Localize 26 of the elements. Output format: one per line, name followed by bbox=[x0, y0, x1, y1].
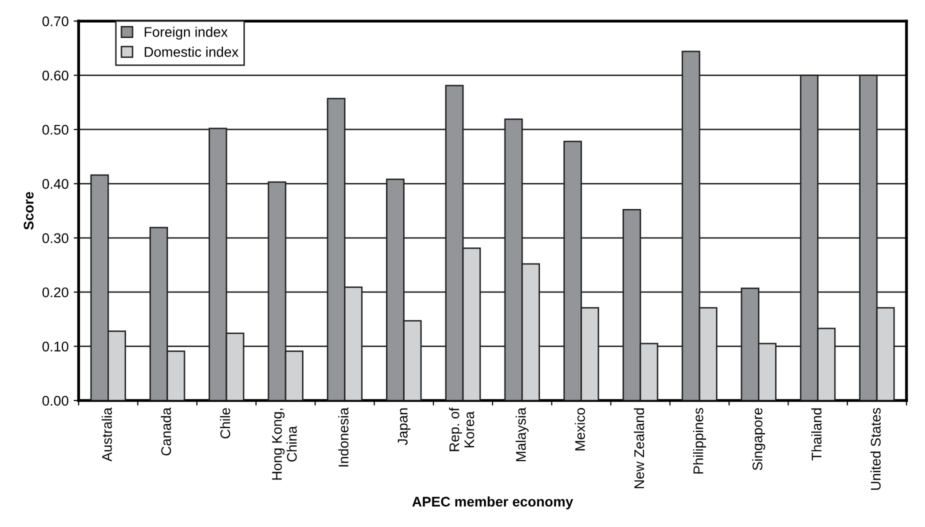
x-tick-label: Hong Kong, China bbox=[272, 408, 297, 480]
y-tick-label: 0.10 bbox=[42, 342, 68, 352]
y-axis-title: Score bbox=[24, 192, 34, 230]
x-tick-label: New Zealand bbox=[634, 408, 644, 488]
x-tick-label: Japan bbox=[398, 408, 410, 446]
legend-label: Domestic index bbox=[144, 46, 238, 57]
x-tick-label: United States bbox=[870, 408, 881, 490]
x-tick-label: Australia bbox=[102, 407, 112, 462]
x-tick-label: Singapore bbox=[752, 408, 766, 470]
y-tick-label: 0.00 bbox=[42, 396, 68, 406]
x-tick-label: Canada bbox=[160, 407, 172, 456]
y-tick-label: 0.40 bbox=[42, 179, 68, 189]
x-tick-label: Malaysia bbox=[516, 407, 529, 462]
x-tick-label: Philippines bbox=[693, 408, 706, 474]
y-tick-label: 0.60 bbox=[42, 70, 68, 80]
x-tick-label: Indonesia bbox=[338, 407, 348, 466]
legend-label: Foreign index bbox=[144, 26, 228, 40]
y-tick-label: 0.50 bbox=[42, 124, 68, 135]
x-tick-label: Rep. of Korea bbox=[449, 407, 474, 452]
x-axis-title: APEC member economy bbox=[412, 496, 574, 510]
y-tick-label: 0.30 bbox=[42, 233, 68, 244]
x-tick-label: Thailand bbox=[811, 408, 822, 460]
x-tick-label: Mexico bbox=[574, 408, 585, 450]
x-tick-label: Chile bbox=[220, 408, 230, 438]
y-tick-label: 0.70 bbox=[42, 16, 68, 26]
y-tick-label: 0.20 bbox=[42, 287, 68, 298]
